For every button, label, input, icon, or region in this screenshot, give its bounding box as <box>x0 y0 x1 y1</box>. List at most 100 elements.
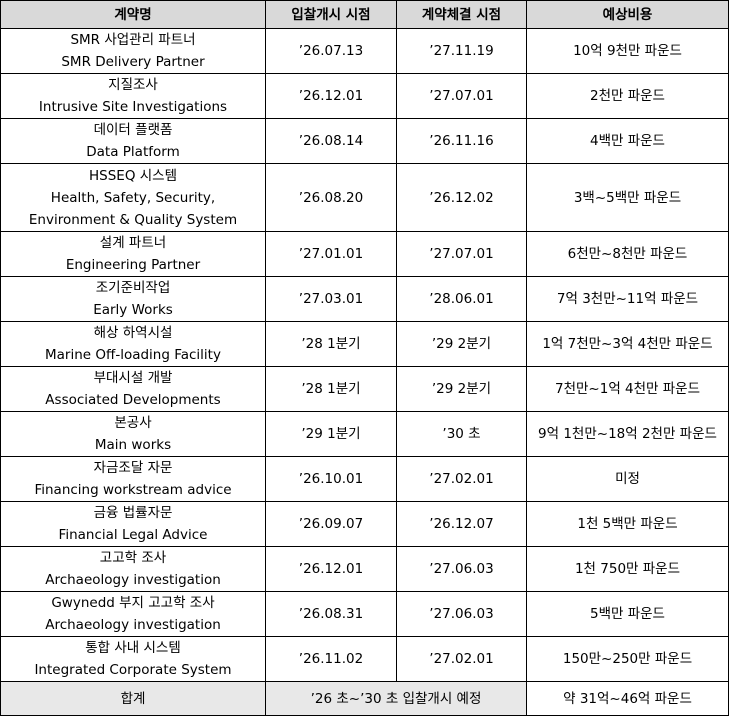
tender-start: ’26.08.20 <box>265 163 397 232</box>
name-line: Marine Off-loading Facility <box>45 347 221 363</box>
contract-name: 데이터 플랫폼 Data Platform <box>0 118 266 164</box>
name-line: 금융 법률자문 <box>93 505 173 521</box>
contract-signed: ’27.02.01 <box>396 456 527 502</box>
tender-start: ’26.12.01 <box>265 546 397 592</box>
table-row: 통합 사내 시스템 Integrated Corporate System ’26.… <box>0 636 729 682</box>
estimated-cost: 7천만~1억 4천만 파운드 <box>526 366 729 412</box>
table-row: Gwynedd 부지 고고학 조사 Archaeology investigati… <box>0 591 729 637</box>
table-row: 지질조사 Intrusive Site Investigations ’26.12.… <box>0 73 729 119</box>
tender-start: ’26.11.02 <box>265 636 397 682</box>
contract-signed: ’26.11.16 <box>396 118 527 164</box>
footer-cost: 약 31억~46억 파운드 <box>526 681 729 716</box>
contract-name: 통합 사내 시스템 Integrated Corporate System <box>0 636 266 682</box>
name-line: Intrusive Site Investigations <box>38 99 228 115</box>
tender-start: ’26.10.01 <box>265 456 397 502</box>
contract-signed: ’29 2분기 <box>396 366 527 412</box>
estimated-cost: 1천 750만 파운드 <box>526 546 729 592</box>
footer-label: 합계 <box>0 681 266 716</box>
header-row: 계약명 입찰개시 시점 계약체결 시점 예상비용 <box>0 0 729 29</box>
name-line: Early Works <box>93 302 173 318</box>
estimated-cost: 4백만 파운드 <box>526 118 729 164</box>
tender-start: ’26.08.31 <box>265 591 397 637</box>
header-cell: 입찰개시 시점 <box>265 0 397 29</box>
contract-signed: ’27.11.19 <box>396 28 527 74</box>
tender-start: ’28 1분기 <box>265 366 397 412</box>
name-line: 부대시설 개발 <box>93 370 173 386</box>
estimated-cost: 1억 7천만~3억 4천만 파운드 <box>526 321 729 367</box>
tender-start: ’28 1분기 <box>265 321 397 367</box>
contract-name: 설계 파트너 Engineering Partner <box>0 231 266 277</box>
table-row: SMR 사업관리 파트너 SMR Delivery Partner ’26.07.1… <box>0 28 729 74</box>
contract-signed: ’27.02.01 <box>396 636 527 682</box>
table-row: 해상 하역시설 Marine Off-loading Facility ’28 1분… <box>0 321 729 367</box>
contract-signed: ’30 초 <box>396 411 527 457</box>
contract-name: 고고학 조사 Archaeology investigation <box>0 546 266 592</box>
tender-start: ’26.12.01 <box>265 73 397 119</box>
header-cell: 계약명 <box>0 0 266 29</box>
estimated-cost: 미정 <box>526 456 729 502</box>
name-line: Gwynedd 부지 고고학 조사 <box>51 595 215 611</box>
contract-signed: ’27.06.03 <box>396 546 527 592</box>
estimated-cost: 1천 5백만 파운드 <box>526 501 729 547</box>
table-row: 조기준비작업 Early Works ’27.03.01’28.06.01 7억 3천… <box>0 276 729 322</box>
footer-period: ’26 초~’30 초 입찰개시 예정 <box>265 681 527 716</box>
name-line: SMR Delivery Partner <box>61 54 205 70</box>
name-line: Integrated Corporate System <box>34 662 232 678</box>
contract-signed: ’29 2분기 <box>396 321 527 367</box>
tender-start: ’27.03.01 <box>265 276 397 322</box>
estimated-cost: 9억 1천만~18억 2천만 파운드 <box>526 411 729 457</box>
tender-start: ’26.09.07 <box>265 501 397 547</box>
name-line: HSSEQ 시스템 <box>89 167 177 184</box>
table-row: 금융 법률자문 Financial Legal Advice ’26.09.07’2… <box>0 501 729 547</box>
contract-name: 부대시설 개발 Associated Developments <box>0 366 266 412</box>
name-line: 고고학 조사 <box>99 550 167 566</box>
table-row: HSSEQ 시스템 Health, Safety, Security, Enviro… <box>0 163 729 232</box>
estimated-cost: 2천만 파운드 <box>526 73 729 119</box>
contract-signed: ’27.07.01 <box>396 73 527 119</box>
name-line: Financing workstream advice <box>34 482 232 498</box>
name-line: SMR 사업관리 파트너 <box>70 32 196 48</box>
contract-name: 자금조달 자문 Financing workstream advice <box>0 456 266 502</box>
estimated-cost: 7억 3천만~11억 파운드 <box>526 276 729 322</box>
name-line: Health, Safety, Security, <box>50 189 216 206</box>
table-row: 고고학 조사 Archaeology investigation ’26.12.01… <box>0 546 729 592</box>
name-line: Environment & Quality System <box>28 211 238 228</box>
table-row: 부대시설 개발 Associated Developments ’28 1분기 ’29… <box>0 366 729 412</box>
table-header: 계약명 입찰개시 시점 계약체결 시점 예상비용 <box>0 0 729 29</box>
name-line: Archaeology investigation <box>45 572 221 588</box>
header-cell: 계약체결 시점 <box>396 0 527 29</box>
contract-name: SMR 사업관리 파트너 SMR Delivery Partner <box>0 28 266 74</box>
contract-name: 금융 법률자문 Financial Legal Advice <box>0 501 266 547</box>
table-body: SMR 사업관리 파트너 SMR Delivery Partner ’26.07.1… <box>0 28 729 682</box>
contract-name: Gwynedd 부지 고고학 조사 Archaeology investigati… <box>0 591 266 637</box>
tender-start: ’26.07.13 <box>265 28 397 74</box>
tender-start: ’27.01.01 <box>265 231 397 277</box>
table-row: 본공사 Main works ’29 1분기 ’30 초 9억 1천만~18억 2천만 … <box>0 411 729 457</box>
estimated-cost: 6천만~8천만 파운드 <box>526 231 729 277</box>
contract-signed: ’26.12.02 <box>396 163 527 232</box>
name-line: Engineering Partner <box>65 257 201 273</box>
name-line: 자금조달 자문 <box>93 460 173 476</box>
contract-name: 조기준비작업 Early Works <box>0 276 266 322</box>
name-line: 통합 사내 시스템 <box>85 640 181 656</box>
footer-row: 합계 ’26 초~’30 초 입찰개시 예정 약 31억~46억 파운드 <box>0 681 729 716</box>
name-line: 데이터 플랫폼 <box>93 122 173 138</box>
name-line: Main works <box>94 437 172 453</box>
contract-signed: ’27.06.03 <box>396 591 527 637</box>
table-footer: 합계 ’26 초~’30 초 입찰개시 예정 약 31억~46억 파운드 <box>0 681 729 716</box>
table-row: 자금조달 자문 Financing workstream advice ’26.10… <box>0 456 729 502</box>
contract-name: 지질조사 Intrusive Site Investigations <box>0 73 266 119</box>
header-cell: 예상비용 <box>526 0 729 29</box>
table-row: 데이터 플랫폼 Data Platform ’26.08.14’26.11.16 4백… <box>0 118 729 164</box>
name-line: Financial Legal Advice <box>58 527 208 543</box>
estimated-cost: 10억 9천만 파운드 <box>526 28 729 74</box>
name-line: Archaeology investigation <box>45 617 221 633</box>
name-line: 본공사 <box>114 415 152 431</box>
contract-name: 해상 하역시설 Marine Off-loading Facility <box>0 321 266 367</box>
contract-signed: ’28.06.01 <box>396 276 527 322</box>
tender-start: ’29 1분기 <box>265 411 397 457</box>
contract-signed: ’27.07.01 <box>396 231 527 277</box>
contract-signed: ’26.12.07 <box>396 501 527 547</box>
contract-name: 본공사 Main works <box>0 411 266 457</box>
